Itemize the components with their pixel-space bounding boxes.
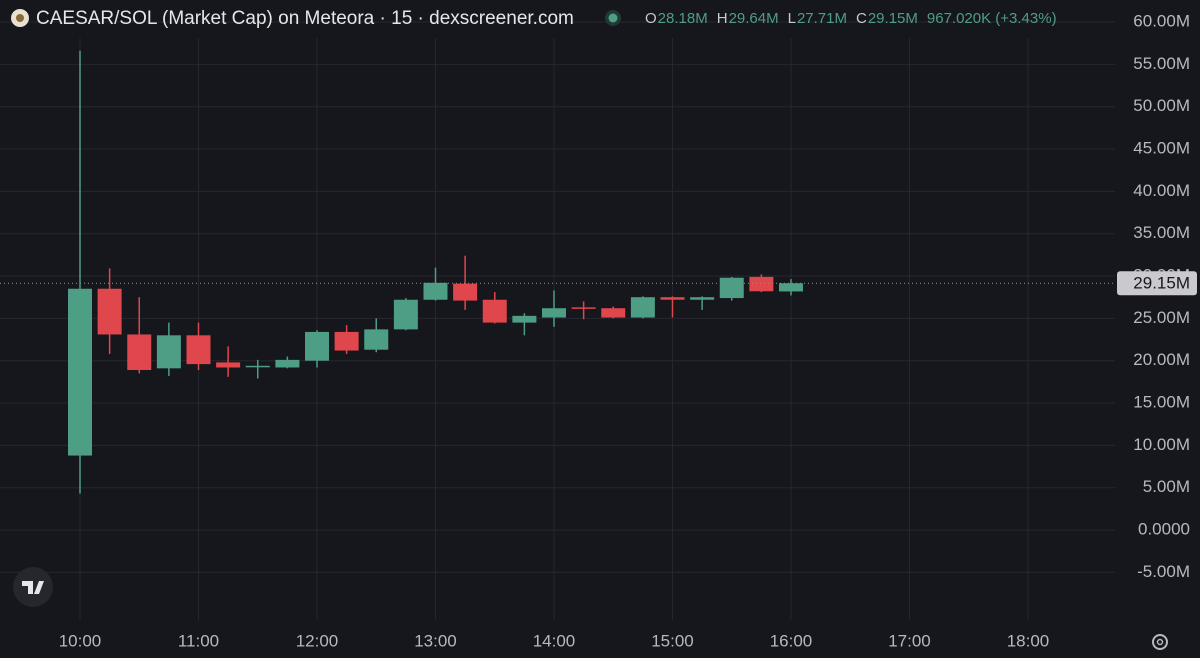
ohlc-label: H xyxy=(717,10,728,27)
ohlc-value: 29.64M xyxy=(729,10,779,27)
token-icon-inner xyxy=(16,14,24,22)
plot xyxy=(68,50,803,494)
candle-body xyxy=(275,359,300,368)
ohlc-label: O xyxy=(645,10,657,27)
candle-body xyxy=(68,288,92,456)
x-tick-label: 15:00 xyxy=(651,631,694,650)
last-price-label: 29.15M xyxy=(1133,274,1190,293)
y-tick-label: 5.00M xyxy=(1143,477,1190,496)
y-tick-label: 0.0000 xyxy=(1138,520,1190,539)
ohlc-label: L xyxy=(788,10,796,27)
ohlc-value: 29.15M xyxy=(868,10,918,27)
candle-body xyxy=(216,362,241,368)
candle-body xyxy=(127,334,152,371)
x-tick-label: 17:00 xyxy=(888,631,931,650)
y-tick-label: -5.00M xyxy=(1137,562,1190,581)
settings-gear xyxy=(1152,634,1168,650)
x-tick-label: 13:00 xyxy=(414,631,457,650)
y-tick-label: 55.00M xyxy=(1133,54,1190,73)
ohlc-value: 28.18M xyxy=(658,10,708,27)
candle-body xyxy=(97,288,122,335)
y-tick-label: 35.00M xyxy=(1133,223,1190,242)
ohlc-value: 27.71M xyxy=(797,10,847,27)
candle-body xyxy=(186,335,211,365)
y-tick-label: 40.00M xyxy=(1133,181,1190,200)
y-tick-label: 60.00M xyxy=(1133,11,1190,30)
last-price-box xyxy=(1117,271,1197,296)
ohlc-label: C xyxy=(856,10,867,27)
x-tick-label: 11:00 xyxy=(178,631,219,650)
candle-body xyxy=(601,308,626,318)
candle-body xyxy=(423,282,448,300)
x-tick-label: 14:00 xyxy=(533,631,576,650)
candle-body xyxy=(482,299,507,323)
candle-body xyxy=(630,297,655,318)
candle-body xyxy=(364,329,389,350)
candle-body xyxy=(393,299,418,330)
ohlc-header: O 28.18M H 29.64M L 27.71M C 29.15M 967.020K (+3… xyxy=(645,10,1057,27)
settings-icon[interactable] xyxy=(1152,634,1168,650)
candle-body xyxy=(719,277,744,299)
x-tick-label: 16:00 xyxy=(770,631,813,650)
candle-body xyxy=(156,335,181,369)
y-tick-label: 20.00M xyxy=(1133,350,1190,369)
x-tick-label: 12:00 xyxy=(296,631,339,650)
settings-hub xyxy=(1156,638,1164,646)
tv-logo-mark xyxy=(22,581,44,594)
y-tick-label: 25.00M xyxy=(1133,308,1190,327)
y-tick-label: 15.00M xyxy=(1133,393,1190,412)
candle-body xyxy=(660,297,685,300)
grid xyxy=(0,21,1115,620)
x-tick-label: 18:00 xyxy=(1007,631,1050,650)
overlay: 60.00M55.00M50.00M45.00M40.00M35.00M30.0… xyxy=(0,11,1197,650)
candle-body xyxy=(542,308,566,318)
status-dot xyxy=(608,13,618,23)
candle-body xyxy=(749,276,774,292)
candle-body xyxy=(334,331,359,351)
candle-body xyxy=(305,331,329,361)
x-tick-label: 10:00 xyxy=(59,631,102,650)
candle-body xyxy=(690,297,715,300)
y-tick-label: 50.00M xyxy=(1133,96,1190,115)
candle-body xyxy=(571,307,596,309)
y-tick-label: 10.00M xyxy=(1133,435,1190,454)
candle-body xyxy=(779,283,803,292)
change: 967.020K (+3.43%) xyxy=(927,10,1057,27)
candle-body xyxy=(245,365,270,368)
candle-body xyxy=(453,283,478,301)
y-tick-label: 45.00M xyxy=(1133,139,1190,158)
chart-title: CAESAR/SOL (Market Cap) on Meteora · 15 … xyxy=(36,8,574,29)
candle-body xyxy=(512,315,537,323)
